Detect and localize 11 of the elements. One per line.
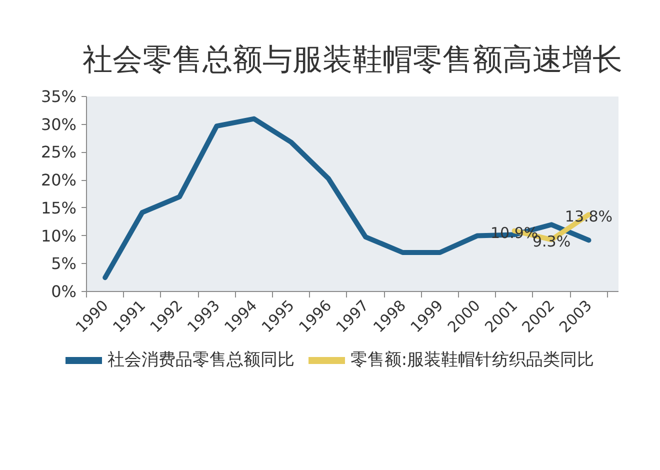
y-tick-label: 30% xyxy=(40,114,76,134)
chart-title: 社会零售总额与服装鞋帽零售额高速增长 xyxy=(82,42,622,78)
y-tick-label: 25% xyxy=(40,142,76,162)
y-tick-label: 5% xyxy=(51,254,77,274)
y-tick-label: 20% xyxy=(40,170,76,190)
y-tick-label: 35% xyxy=(40,87,76,106)
y-tick-label: 0% xyxy=(51,282,77,301)
legend-label: 零售额:服装鞋帽针纺织品类同比 xyxy=(350,349,594,371)
y-tick-label: 10% xyxy=(40,226,76,246)
legend-label: 社会消费品零售总额同比 xyxy=(107,349,294,371)
y-tick-label: 15% xyxy=(40,198,76,218)
